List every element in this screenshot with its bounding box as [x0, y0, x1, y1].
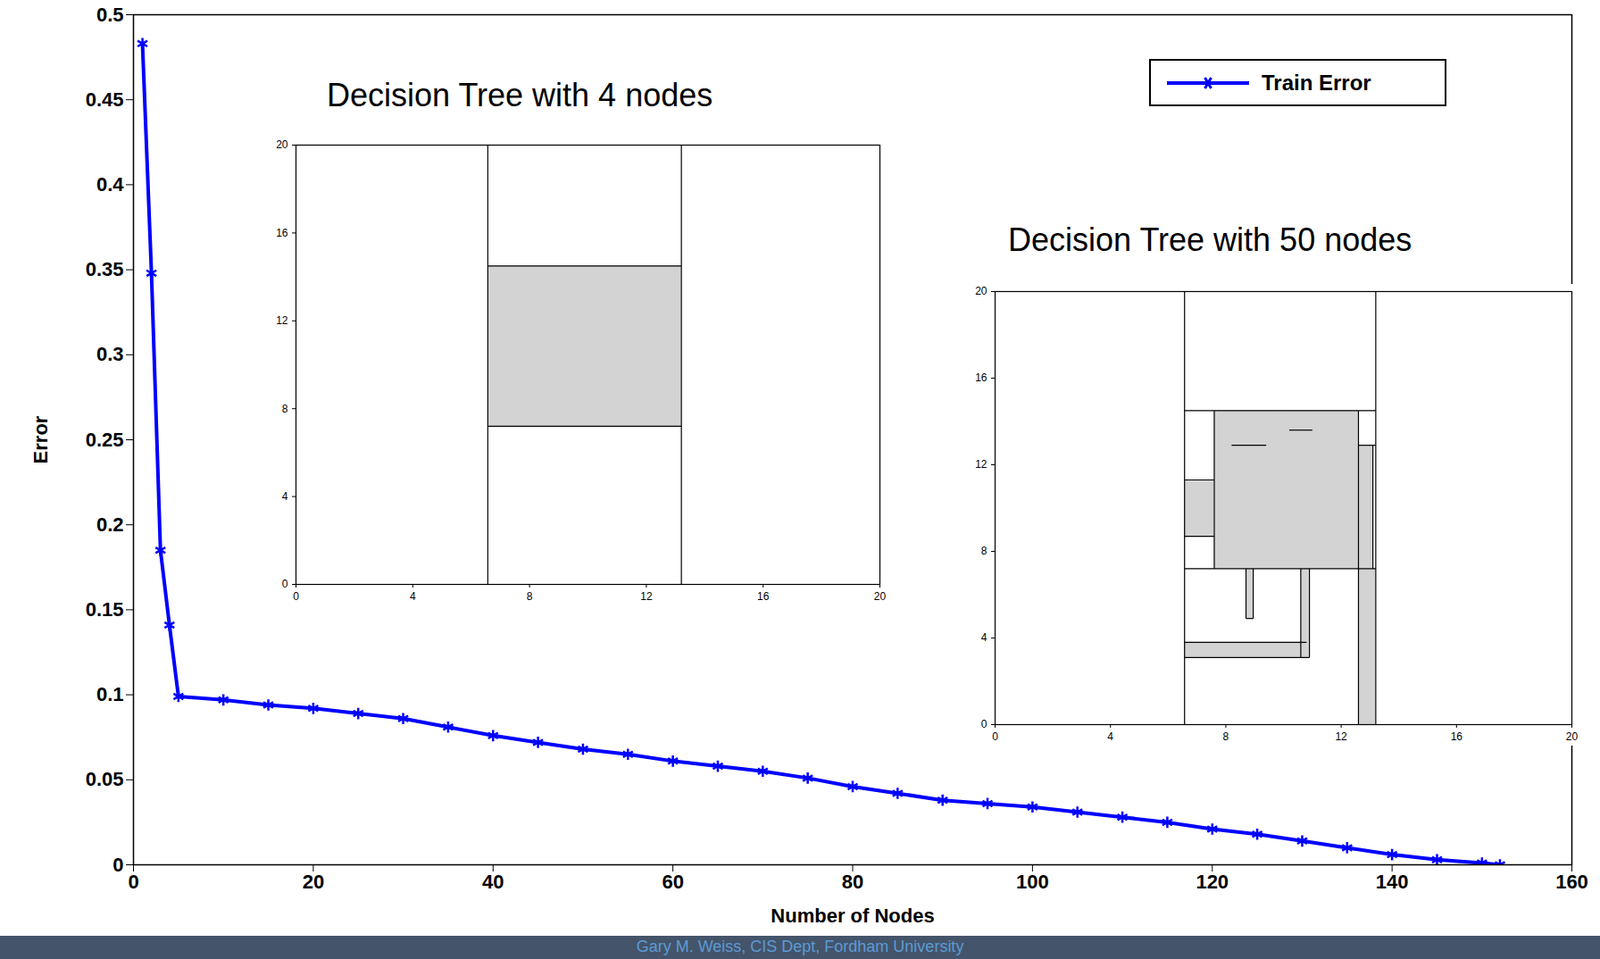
svg-text:0: 0: [282, 577, 289, 591]
svg-text:80: 80: [841, 870, 864, 893]
svg-text:120: 120: [1195, 870, 1229, 893]
svg-text:4: 4: [409, 590, 417, 603]
svg-text:8: 8: [282, 402, 289, 416]
svg-text:0: 0: [127, 870, 139, 893]
svg-text:160: 160: [1555, 870, 1589, 893]
svg-text:Number of Nodes: Number of Nodes: [770, 904, 934, 927]
svg-text:0.3: 0.3: [96, 342, 125, 366]
svg-text:20: 20: [975, 284, 988, 298]
svg-text:12: 12: [975, 458, 988, 471]
svg-text:12: 12: [640, 590, 653, 603]
svg-text:16: 16: [757, 590, 770, 603]
svg-text:8: 8: [981, 544, 988, 558]
svg-text:0.4: 0.4: [96, 173, 125, 196]
svg-text:4: 4: [1107, 730, 1114, 743]
svg-text:0: 0: [292, 590, 300, 603]
svg-text:4: 4: [282, 490, 289, 503]
svg-text:0: 0: [991, 730, 999, 743]
svg-text:16: 16: [975, 371, 988, 384]
svg-text:20: 20: [874, 590, 887, 603]
svg-text:0.15: 0.15: [85, 598, 125, 621]
svg-text:8: 8: [526, 590, 534, 603]
html-text:Decision Tree with 4 nodes: Decision Tree with 4 nodes: [326, 76, 713, 114]
svg-text:0.2: 0.2: [96, 513, 125, 536]
svg-text:0.35: 0.35: [85, 258, 125, 281]
svg-text:100: 100: [1016, 870, 1050, 893]
svg-text:0.45: 0.45: [85, 88, 125, 111]
svg-text:4: 4: [981, 631, 988, 644]
svg-text:Error: Error: [29, 415, 52, 464]
svg-text:16: 16: [275, 226, 289, 240]
svg-text:0: 0: [112, 853, 124, 876]
html-text:Decision Tree with 50 nodes: Decision Tree with 50 nodes: [1008, 221, 1412, 259]
svg-text:60: 60: [661, 870, 684, 893]
svg-text:0: 0: [981, 717, 988, 731]
svg-text:20: 20: [302, 870, 325, 893]
svg-text:20: 20: [275, 138, 289, 151]
html-text:Gary M. Weiss, CIS Dept, Fordh: Gary M. Weiss, CIS Dept, Fordham Univers…: [636, 937, 964, 956]
html-text:Train Error: Train Error: [1261, 70, 1372, 95]
svg-text:140: 140: [1375, 870, 1409, 893]
svg-text:12: 12: [275, 314, 289, 327]
svg-text:0.1: 0.1: [96, 683, 125, 706]
svg-text:16: 16: [1450, 730, 1464, 743]
svg-text:12: 12: [1334, 730, 1348, 743]
svg-text:20: 20: [1566, 730, 1579, 743]
svg-text:0.05: 0.05: [85, 767, 125, 791]
svg-text:0.25: 0.25: [85, 428, 125, 451]
svg-text:8: 8: [1223, 730, 1230, 743]
svg-text:0.5: 0.5: [96, 3, 125, 26]
svg-text:40: 40: [482, 870, 504, 893]
